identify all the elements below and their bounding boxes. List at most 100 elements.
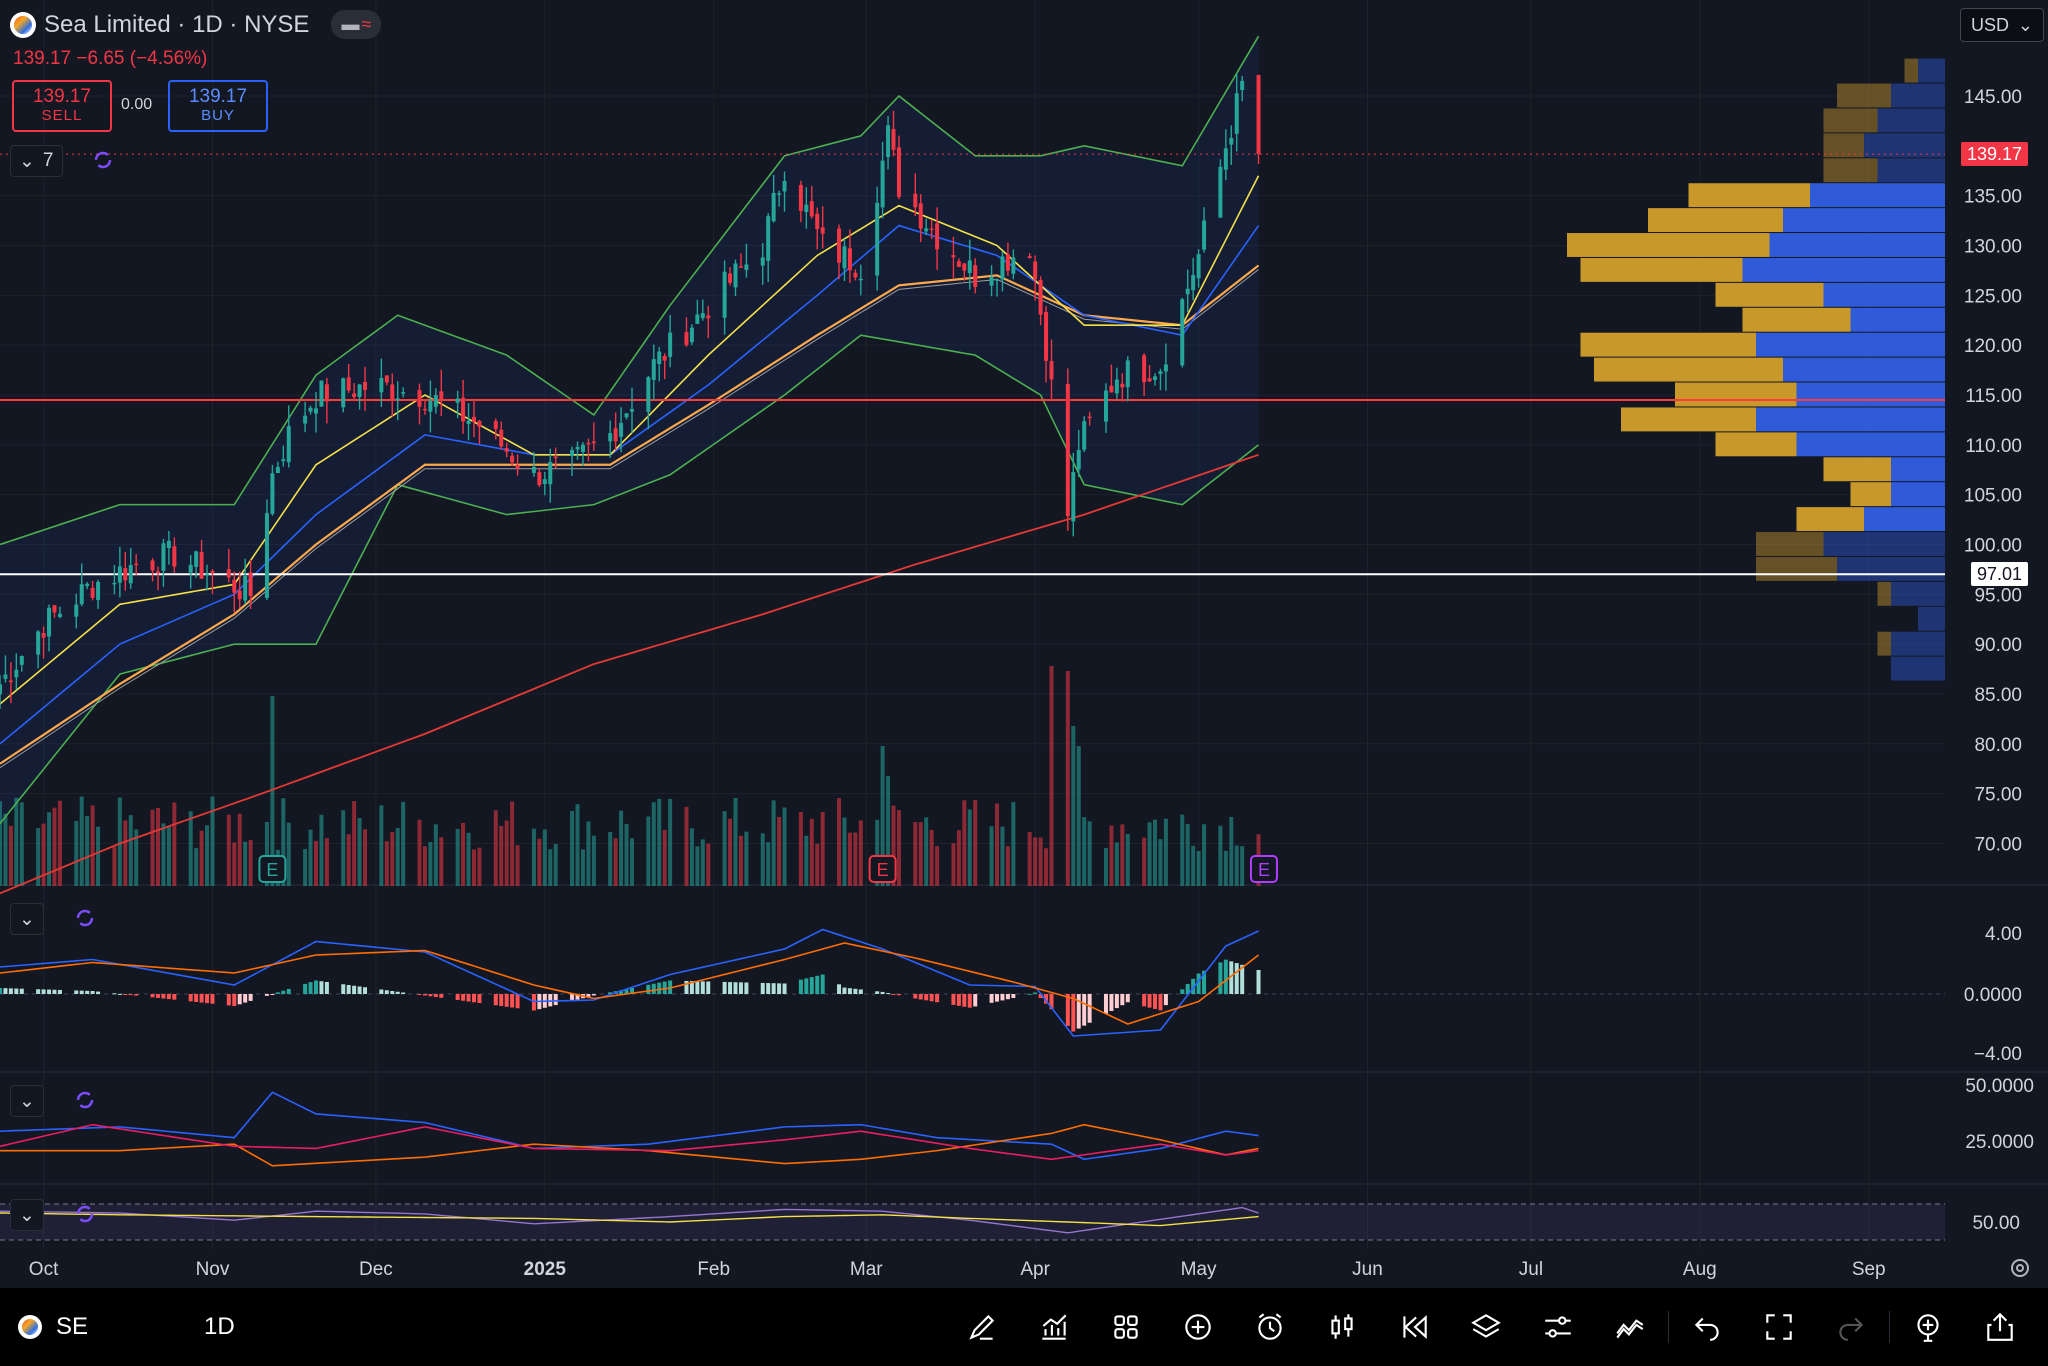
redo-icon[interactable] <box>1815 1291 1887 1363</box>
candle-body <box>695 314 700 324</box>
alert-icon[interactable] <box>1234 1291 1306 1363</box>
volume-profile-up-bar <box>1580 332 1756 357</box>
volume-bar <box>41 823 46 886</box>
macd-histogram-bar <box>1180 989 1185 994</box>
symbol-title[interactable]: Sea Limited · 1D · NYSE <box>44 10 310 38</box>
symbol-header[interactable]: Sea Limited · 1D · NYSE ▬ ≈ <box>10 10 382 39</box>
chart-settings-icon[interactable] <box>2008 1256 2032 1280</box>
strategy-icon[interactable] <box>1594 1291 1666 1363</box>
volume-bar <box>1076 746 1081 886</box>
indicator-sync-icon[interactable] <box>92 149 114 171</box>
macd-histogram-bar <box>657 982 662 994</box>
price-scale-label: 120.00 <box>1964 336 2022 357</box>
volume-bar <box>395 828 400 886</box>
volume-bar <box>706 843 711 886</box>
candle-body <box>1120 383 1125 388</box>
macd-histogram-bar <box>629 988 634 994</box>
volume-profile-up-bar <box>1756 532 1824 556</box>
macd-histogram-bar <box>319 981 324 994</box>
candle-body <box>935 223 940 250</box>
layers-icon[interactable] <box>1450 1291 1522 1363</box>
candle-body <box>499 429 504 447</box>
candle-body <box>929 228 934 230</box>
add-price-icon[interactable] <box>1892 1291 1964 1363</box>
volume-bar <box>956 830 961 886</box>
price-levels[interactable] <box>0 153 1945 576</box>
buy-button[interactable]: 139.17 BUY <box>168 80 268 132</box>
volume-bar <box>47 812 52 886</box>
indicators-collapse-button[interactable]: ⌄ 7 <box>10 145 63 177</box>
macd-histogram-bar <box>57 989 62 994</box>
candle-body <box>281 459 286 462</box>
volume-profile-up-bar <box>1675 382 1797 407</box>
macd-histogram-bar <box>161 994 166 999</box>
undo-icon[interactable] <box>1671 1291 1743 1363</box>
chart-icon[interactable] <box>1018 1291 1090 1363</box>
volume-profile-down-bar <box>1823 282 1945 307</box>
replay-icon[interactable] <box>1378 1291 1450 1363</box>
currency-select[interactable]: USD ⌄ <box>1960 8 2044 42</box>
level-price-tag[interactable]: 97.01 <box>1970 562 2028 587</box>
candle-body <box>188 564 193 573</box>
candle-body <box>1196 254 1201 279</box>
rsi-collapse-button[interactable]: ⌄ <box>10 1199 44 1231</box>
macd-histogram-bar <box>79 990 84 994</box>
candle-body <box>896 147 901 198</box>
price-scale-label: 70.00 <box>1974 835 2022 856</box>
volume-bar <box>270 696 275 886</box>
volume-profile-down-bar <box>1891 581 1945 606</box>
chart-canvas[interactable]: E E E 145.00 135.00 130.00 125.00 120.00 115.00… <box>0 0 2048 1288</box>
toolbar-divider <box>1668 1311 1669 1343</box>
volume-profile <box>1567 58 1945 681</box>
volume-bar <box>580 849 585 886</box>
minus-icon[interactable]: ▬ <box>341 14 360 34</box>
settings-sliders-icon[interactable] <box>1522 1291 1594 1363</box>
macd-histogram-bar <box>1033 992 1038 994</box>
sell-button[interactable]: 139.17 SELL <box>12 80 112 132</box>
volume-bar <box>837 798 842 886</box>
macd-histogram-bar <box>466 994 471 1002</box>
macd-histogram-bar <box>455 994 460 1000</box>
candles-icon[interactable] <box>1306 1291 1378 1363</box>
macd-histogram-bar <box>575 994 580 1000</box>
volume-bar <box>417 819 422 886</box>
macd-histogram-bar <box>738 982 743 994</box>
macd-histogram-bar <box>1082 994 1087 1026</box>
volume-bar <box>357 818 362 886</box>
rsi-sync-icon[interactable] <box>74 1203 96 1225</box>
candle-body <box>1218 166 1223 218</box>
volume-bar <box>537 838 542 886</box>
macd-histogram-bar <box>90 991 95 994</box>
macd-histogram-bar <box>286 989 291 994</box>
wave-icon[interactable]: ≈ <box>361 14 372 34</box>
candle-body <box>461 397 466 422</box>
fullscreen-icon[interactable] <box>1743 1291 1815 1363</box>
volume-bar <box>19 802 24 886</box>
dmi-sync-icon[interactable] <box>74 1089 96 1111</box>
add-icon[interactable] <box>1162 1291 1234 1363</box>
pen-icon[interactable] <box>946 1291 1018 1363</box>
currency-value: USD <box>1971 14 2010 35</box>
price-scale-label: 110.00 <box>1965 436 2022 457</box>
volume-bar <box>967 809 972 886</box>
symbol-button[interactable]: SE <box>18 1313 88 1341</box>
moving-averages <box>0 175 1260 895</box>
price-change-quote: 139.17 −6.65 (−4.56%) <box>13 48 208 69</box>
candle-body <box>586 442 591 445</box>
header-toggles[interactable]: ▬ ≈ <box>331 10 382 39</box>
candle-body <box>395 398 400 400</box>
dmi-collapse-button[interactable]: ⌄ <box>10 1085 44 1117</box>
interval-button[interactable]: 1D <box>204 1313 235 1340</box>
macd-collapse-button[interactable]: ⌄ <box>10 903 44 935</box>
macd-histogram-bar <box>1202 970 1207 994</box>
volume-bar <box>0 801 2 886</box>
share-icon[interactable] <box>1964 1291 2036 1363</box>
macd-histogram-bar <box>248 994 253 1001</box>
buy-price: 139.17 <box>188 86 248 107</box>
candle-body <box>1147 378 1152 382</box>
macd-sync-icon[interactable] <box>74 907 96 929</box>
macd-histogram-bar <box>820 974 825 994</box>
toolbar-actions <box>946 1291 2036 1363</box>
grid-icon[interactable] <box>1090 1291 1162 1363</box>
